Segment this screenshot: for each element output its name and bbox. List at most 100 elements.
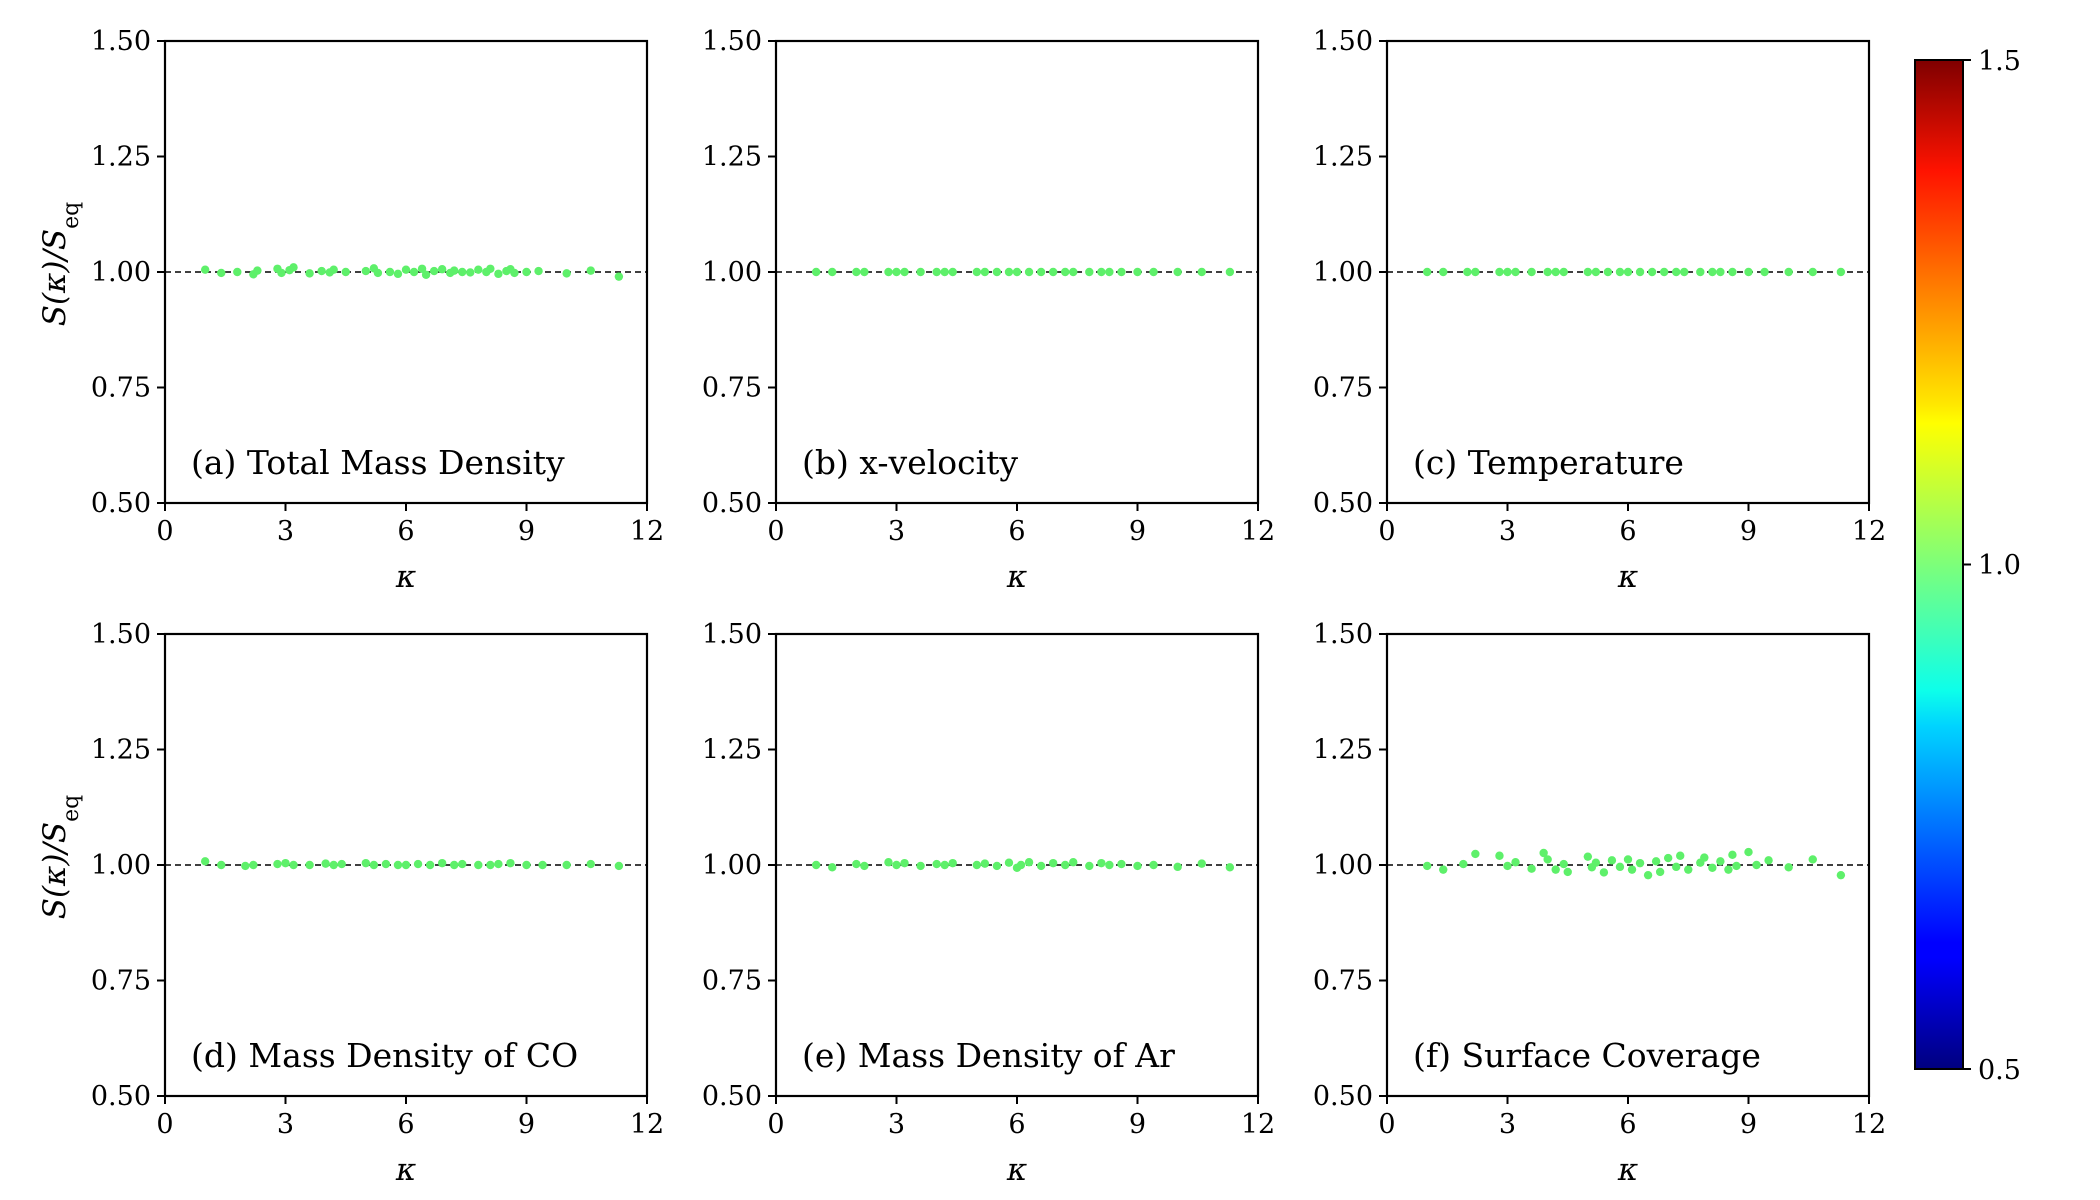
data-point [413, 859, 423, 869]
data-point [1097, 858, 1106, 868]
y-tick-label: 0.75 [1313, 373, 1373, 404]
data-point [458, 859, 467, 869]
y-tick-label: 1.00 [1313, 257, 1373, 288]
data-point [217, 268, 226, 278]
data-point [241, 861, 250, 871]
data-point [992, 861, 1002, 871]
data-point [522, 860, 531, 870]
y-tick-label: 1.25 [91, 142, 151, 173]
data-point [892, 860, 901, 870]
data-point [494, 269, 503, 279]
data-point [249, 860, 258, 870]
panel-a: 0 3 6 9 12 0.50 0.75 1.00 1.25 1.50 (a) Total Mass… [37, 26, 664, 595]
x-tick-label: 0 [1378, 516, 1395, 547]
y-tick-label: 1.00 [91, 850, 151, 881]
data-point [1024, 858, 1034, 867]
x-axis-title: κ [1617, 559, 1638, 595]
data-point [321, 859, 330, 868]
data-point [1684, 865, 1693, 874]
data-point [1495, 851, 1504, 860]
data-point [1173, 267, 1182, 277]
data-point [1105, 267, 1114, 277]
data-point [450, 860, 459, 870]
data-point [932, 859, 941, 869]
x-tick-label: 0 [1378, 1109, 1395, 1140]
data-point [1635, 858, 1645, 868]
y-tick-label: 1.50 [702, 619, 762, 650]
data-point [1672, 862, 1681, 872]
data-point [329, 265, 338, 274]
y-tick-label: 1.25 [91, 735, 151, 766]
data-point [1439, 267, 1448, 277]
data-point [1061, 267, 1070, 277]
data-point [1615, 267, 1625, 277]
data-point [1607, 856, 1617, 865]
y-tick-label: 0.75 [91, 966, 151, 997]
y-tick-label: 0.75 [1313, 966, 1373, 997]
data-point [1696, 267, 1705, 277]
data-point [281, 858, 290, 868]
data-point [932, 267, 941, 277]
data-point [1543, 267, 1552, 277]
x-tick-label: 9 [1740, 1109, 1757, 1140]
data-point [884, 858, 893, 867]
x-tick-label: 0 [156, 516, 173, 547]
data-point [1012, 267, 1022, 277]
data-point [1149, 267, 1158, 277]
data-point [811, 267, 821, 277]
y-tick-label: 1.50 [702, 26, 762, 57]
data-point [437, 858, 447, 868]
data-point [614, 272, 624, 281]
data-point [1543, 855, 1552, 864]
data-point [1069, 267, 1078, 277]
data-point [466, 268, 475, 277]
data-point [289, 860, 298, 870]
x-tick-label: 6 [1008, 516, 1025, 547]
data-point [1583, 267, 1593, 277]
data-point [401, 860, 411, 870]
y-tick-label: 1.50 [91, 26, 151, 57]
data-point [562, 860, 571, 870]
data-point [1559, 267, 1568, 277]
data-point [425, 860, 435, 870]
data-point [200, 265, 210, 274]
data-point [1764, 856, 1773, 865]
data-point [1663, 853, 1673, 863]
data-point [1225, 863, 1235, 872]
data-point [980, 859, 990, 868]
panel-label: (f) Surface Coverage [1413, 1036, 1761, 1075]
x-tick-label: 9 [518, 1109, 535, 1140]
data-point [217, 860, 226, 870]
data-point [385, 267, 395, 277]
data-point [940, 267, 949, 277]
data-point [614, 861, 624, 871]
data-point [900, 858, 909, 868]
data-point [474, 265, 483, 274]
y-tick-label: 1.00 [702, 257, 762, 288]
data-point [1511, 858, 1520, 867]
y-tick-label: 0.50 [1313, 488, 1373, 519]
data-point [233, 267, 242, 277]
y-tick-label: 0.75 [702, 373, 762, 404]
x-tick-label: 3 [1499, 516, 1516, 547]
x-tick-label: 6 [397, 516, 414, 547]
panel-label: (d) Mass Density of CO [191, 1036, 578, 1075]
data-point [1744, 267, 1753, 277]
y-tick-label: 0.75 [91, 373, 151, 404]
panel-label: (c) Temperature [1413, 443, 1684, 482]
y-tick-label: 1.00 [91, 257, 151, 288]
x-tick-label: 6 [1619, 516, 1636, 547]
data-point [892, 267, 901, 277]
data-point [1732, 861, 1741, 871]
data-point [1036, 267, 1046, 277]
y-tick-label: 1.00 [702, 850, 762, 881]
data-point [200, 857, 210, 866]
y-tick-label: 1.50 [1313, 26, 1373, 57]
data-point [458, 267, 467, 277]
panel-b: 0 3 6 9 12 0.50 0.75 1.00 1.25 1.50 (b) x-velocity… [702, 26, 1275, 595]
x-tick-label: 6 [1619, 1109, 1636, 1140]
data-point [852, 859, 861, 869]
data-point [1069, 858, 1078, 867]
x-tick-label: 0 [156, 1109, 173, 1140]
